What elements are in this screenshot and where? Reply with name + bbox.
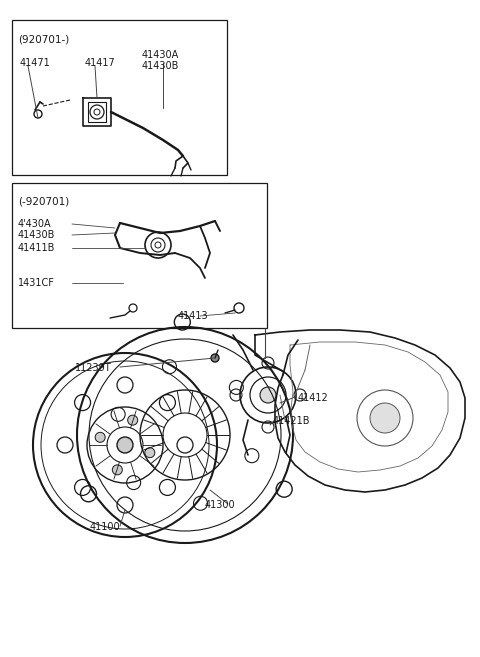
Circle shape xyxy=(145,447,155,458)
Circle shape xyxy=(370,403,400,433)
Text: 41100: 41100 xyxy=(90,522,120,532)
Text: (-920701): (-920701) xyxy=(18,197,69,207)
Text: 41413: 41413 xyxy=(178,311,209,321)
Text: 41411B: 41411B xyxy=(18,243,55,253)
Text: 4'430A: 4'430A xyxy=(18,219,52,229)
Circle shape xyxy=(117,437,133,453)
Circle shape xyxy=(211,354,219,362)
Circle shape xyxy=(128,415,138,425)
Text: 41412: 41412 xyxy=(298,393,329,403)
Text: 11239T: 11239T xyxy=(75,363,112,373)
Text: 41300: 41300 xyxy=(205,500,236,510)
Text: 41430B: 41430B xyxy=(142,61,180,71)
Text: 41421B: 41421B xyxy=(273,416,311,426)
Circle shape xyxy=(95,432,105,442)
Text: 41471: 41471 xyxy=(20,58,51,68)
Text: 41417: 41417 xyxy=(85,58,116,68)
Text: 41430A: 41430A xyxy=(142,50,179,60)
Bar xyxy=(12,183,267,328)
Circle shape xyxy=(260,387,276,403)
Circle shape xyxy=(112,465,122,475)
Text: (920701-): (920701-) xyxy=(18,34,69,44)
Text: 1431CF: 1431CF xyxy=(18,278,55,288)
Bar xyxy=(12,20,227,175)
Text: 41430B: 41430B xyxy=(18,230,55,240)
